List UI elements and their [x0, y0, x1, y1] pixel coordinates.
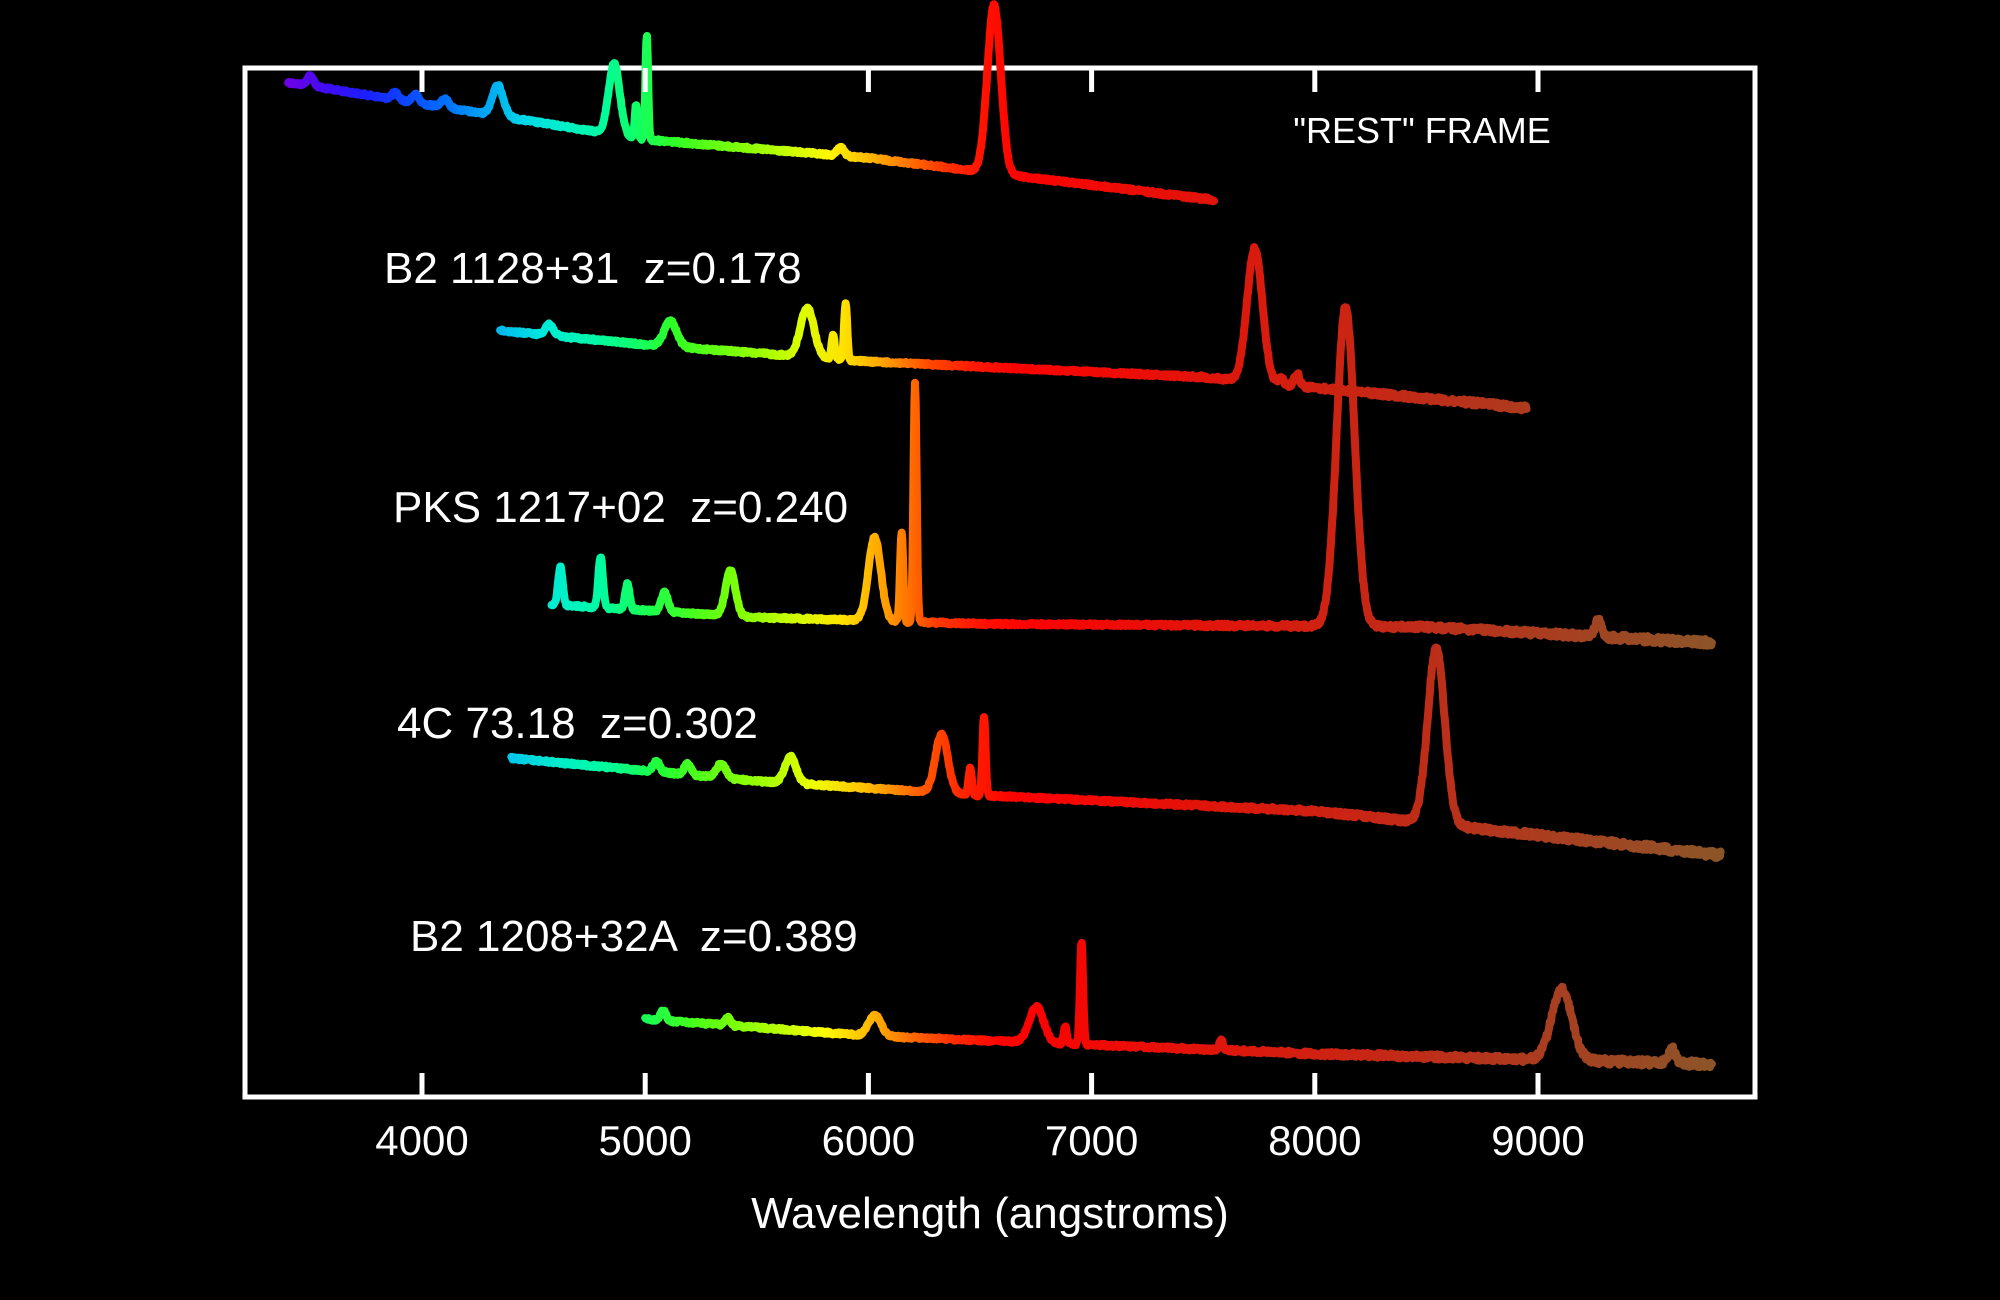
spectrum-line-2 — [547, 303, 1716, 650]
x-tick-label-4000: 4000 — [375, 1117, 468, 1164]
spectrum-4 — [641, 938, 1716, 1072]
spectra-layer — [284, 0, 1725, 1072]
series-label-2: PKS 1217+02 z=0.240 — [393, 483, 848, 532]
spectrum-3 — [507, 643, 1725, 862]
x-tick-label-5000: 5000 — [598, 1117, 691, 1164]
spectrum-0 — [284, 0, 1219, 206]
x-tick-label-7000: 7000 — [1045, 1117, 1138, 1164]
x-tick-label-9000: 9000 — [1491, 1117, 1584, 1164]
rest-frame-label: "REST" FRAME — [1293, 110, 1551, 151]
series-label-4: B2 1208+32A z=0.389 — [410, 912, 858, 961]
series-label-1: B2 1128+31 z=0.178 — [384, 244, 802, 293]
spectrum-line-4 — [641, 938, 1716, 1072]
x-tick-label-8000: 8000 — [1268, 1117, 1361, 1164]
x-axis-title: Wavelength (angstroms) — [751, 1189, 1229, 1238]
spectrum-line-0 — [284, 0, 1219, 206]
spectrum-line-3 — [507, 643, 1725, 862]
x-tick-label-6000: 6000 — [822, 1117, 915, 1164]
series-label-3: 4C 73.18 z=0.302 — [397, 699, 758, 748]
spectrum-2 — [547, 303, 1716, 650]
x-axis: 4000 5000 6000 7000 8000 9000 — [375, 68, 1585, 1164]
series-labels: B2 1128+31 z=0.178 PKS 1217+02 z=0.240 4C … — [384, 244, 858, 961]
